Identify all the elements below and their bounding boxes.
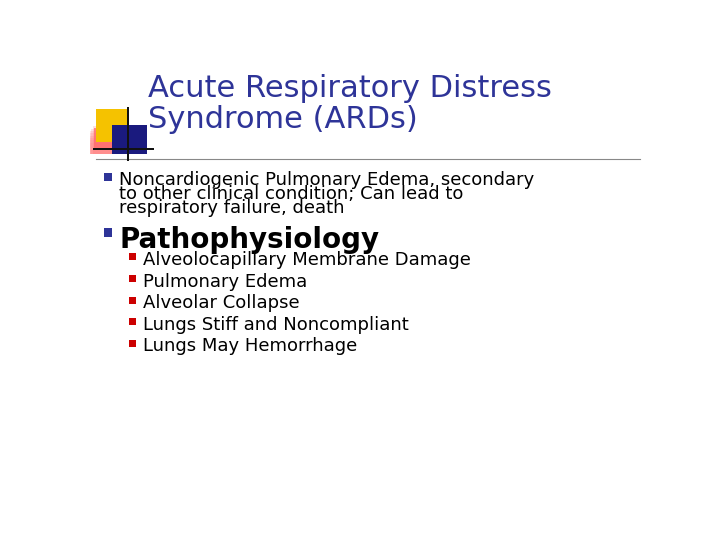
Bar	[86, 133, 124, 154]
Bar	[81, 138, 124, 154]
Bar	[77, 143, 124, 154]
Text: Pulmonary Edema: Pulmonary Edema	[143, 273, 307, 291]
Text: Pathophysiology: Pathophysiology	[120, 226, 379, 254]
Bar	[84, 136, 124, 154]
Text: Lungs Stiff and Noncompliant: Lungs Stiff and Noncompliant	[143, 316, 408, 334]
Bar	[91, 129, 124, 154]
Bar	[129, 318, 136, 325]
Text: Acute Respiratory Distress: Acute Respiratory Distress	[148, 74, 552, 103]
Bar	[129, 253, 136, 260]
Text: to other clinical condition; Can lead to: to other clinical condition; Can lead to	[120, 185, 464, 203]
Bar	[79, 140, 124, 154]
Bar	[129, 296, 136, 303]
Bar	[96, 110, 129, 142]
Bar	[89, 131, 124, 154]
Bar	[93, 148, 153, 150]
Bar	[129, 340, 136, 347]
Bar	[129, 275, 136, 282]
Text: Noncardiogenic Pulmonary Edema, secondary: Noncardiogenic Pulmonary Edema, secondar…	[120, 171, 535, 189]
Bar	[94, 128, 119, 150]
Bar	[127, 107, 129, 161]
Bar	[112, 125, 147, 154]
Bar	[93, 126, 124, 154]
Text: respiratory failure, death: respiratory failure, death	[120, 199, 345, 217]
Text: Alveolocapillary Membrane Damage: Alveolocapillary Membrane Damage	[143, 251, 471, 269]
Bar	[104, 228, 112, 237]
Text: Lungs May Hemorrhage: Lungs May Hemorrhage	[143, 338, 357, 355]
Text: Syndrome (ARDs): Syndrome (ARDs)	[148, 105, 418, 134]
Text: Alveolar Collapse: Alveolar Collapse	[143, 294, 300, 312]
Bar	[104, 173, 112, 181]
